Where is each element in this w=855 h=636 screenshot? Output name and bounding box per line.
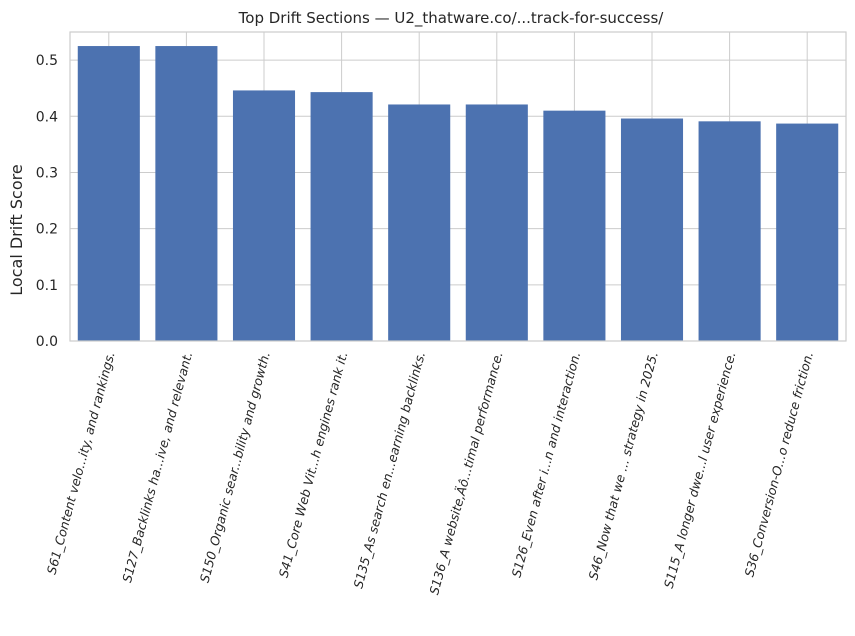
bars (77, 46, 839, 342)
plot-frame (69, 31, 847, 342)
bar (77, 46, 140, 341)
y-axis-label: Local Drift Score (7, 164, 26, 295)
y-tick-label: 0.0 (36, 334, 58, 350)
x-tick-label: S61_Content velo...ity, and rankings. (44, 350, 118, 576)
x-tick-label: S150_Organic sear...bility and growth. (197, 350, 273, 584)
x-tick-label: S126_Even after i...n and interaction. (508, 350, 583, 579)
x-tick-label: S115_A longer dwe...l user experience. (661, 350, 739, 590)
bar (232, 90, 296, 341)
x-tick-label: S136_A website‚Äô...timal performance. (426, 350, 505, 596)
x-tick-label: S41_Core Web Vit...h engines rank it. (276, 350, 351, 579)
y-tick-label: 0.1 (36, 278, 58, 294)
x-tick-label: S36_Conversion-O...o reduce friction. (741, 350, 816, 579)
x-tick-label: S127_Backlinks ha...ive, and relevant. (119, 350, 195, 584)
bar (155, 46, 218, 341)
bar (543, 110, 606, 342)
y-tick-label: 0.5 (36, 53, 58, 69)
y-tick-label: 0.2 (36, 222, 58, 238)
y-tick-label: 0.4 (36, 109, 58, 125)
x-tick-label: S46_Now that we ... strategy in 2025. (585, 350, 660, 582)
bar (698, 121, 761, 341)
y-tick-labels: 0.0 0.1 0.2 0.3 0.4 0.5 (36, 53, 58, 350)
x-tick-label: S135_As search en...earning backlinks. (350, 350, 428, 590)
bar (620, 118, 684, 342)
bar (465, 104, 528, 341)
x-tick-labels: S61_Content velo...ity, and rankings. S12… (44, 350, 816, 596)
chart-title: Top Drift Sections — U2_thatware.co/...t… (238, 9, 665, 28)
y-tick-label: 0.3 (36, 165, 58, 181)
bar (776, 123, 839, 342)
bar (388, 104, 451, 341)
bar (310, 92, 373, 341)
